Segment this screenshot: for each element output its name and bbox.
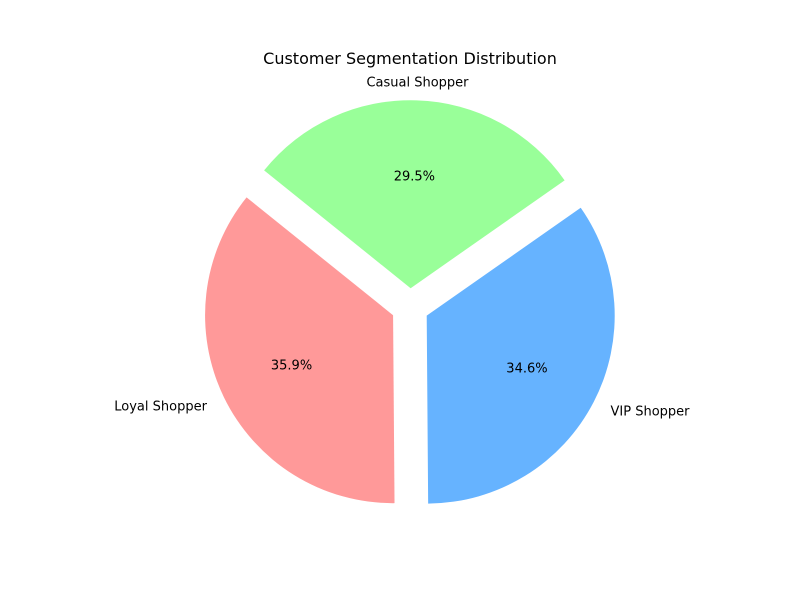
- pie-slice-loyal-shopper: [205, 197, 395, 504]
- percent-label: 29.5%: [394, 169, 435, 184]
- category-label: Loyal Shopper: [114, 399, 207, 414]
- category-label: VIP Shopper: [611, 404, 691, 419]
- percent-label: 34.6%: [506, 361, 547, 376]
- chart-title: Customer Segmentation Distribution: [263, 49, 557, 68]
- pie-slice-vip-shopper: [426, 207, 615, 504]
- percent-label: 35.9%: [271, 358, 312, 373]
- category-label: Casual Shopper: [366, 76, 469, 91]
- pie-slices: [205, 100, 615, 504]
- pie-slice-casual-shopper: [264, 100, 565, 289]
- pie-labels: 29.5% Casual Shopper 35.9% Loyal Shopper 34.…: [114, 76, 690, 420]
